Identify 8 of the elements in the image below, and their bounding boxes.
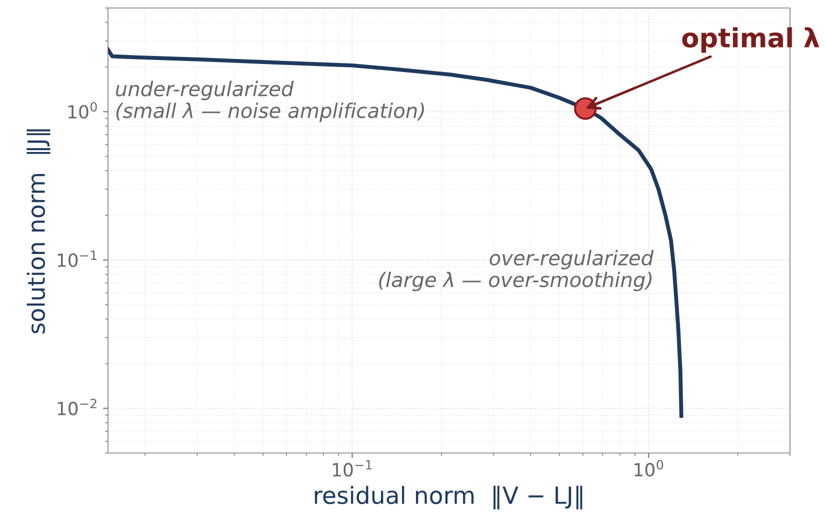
y-tick-label: 10$^{−2}$ (58, 398, 96, 416)
annotation: optimal λ (682, 27, 820, 53)
annotation: under-regularized (small λ — noise amplification) (116, 80, 424, 122)
x-axis-title: residual norm ‖V − LJ‖ (314, 486, 582, 510)
y-tick-label: 10$^{−1}$ (58, 250, 96, 268)
y-axis-title: solution norm ‖J‖ (26, 129, 50, 334)
annotation: over-regularized (large λ — over-smoothing) (379, 250, 654, 292)
y-tick-label: 10$^{0}$ (68, 102, 97, 119)
